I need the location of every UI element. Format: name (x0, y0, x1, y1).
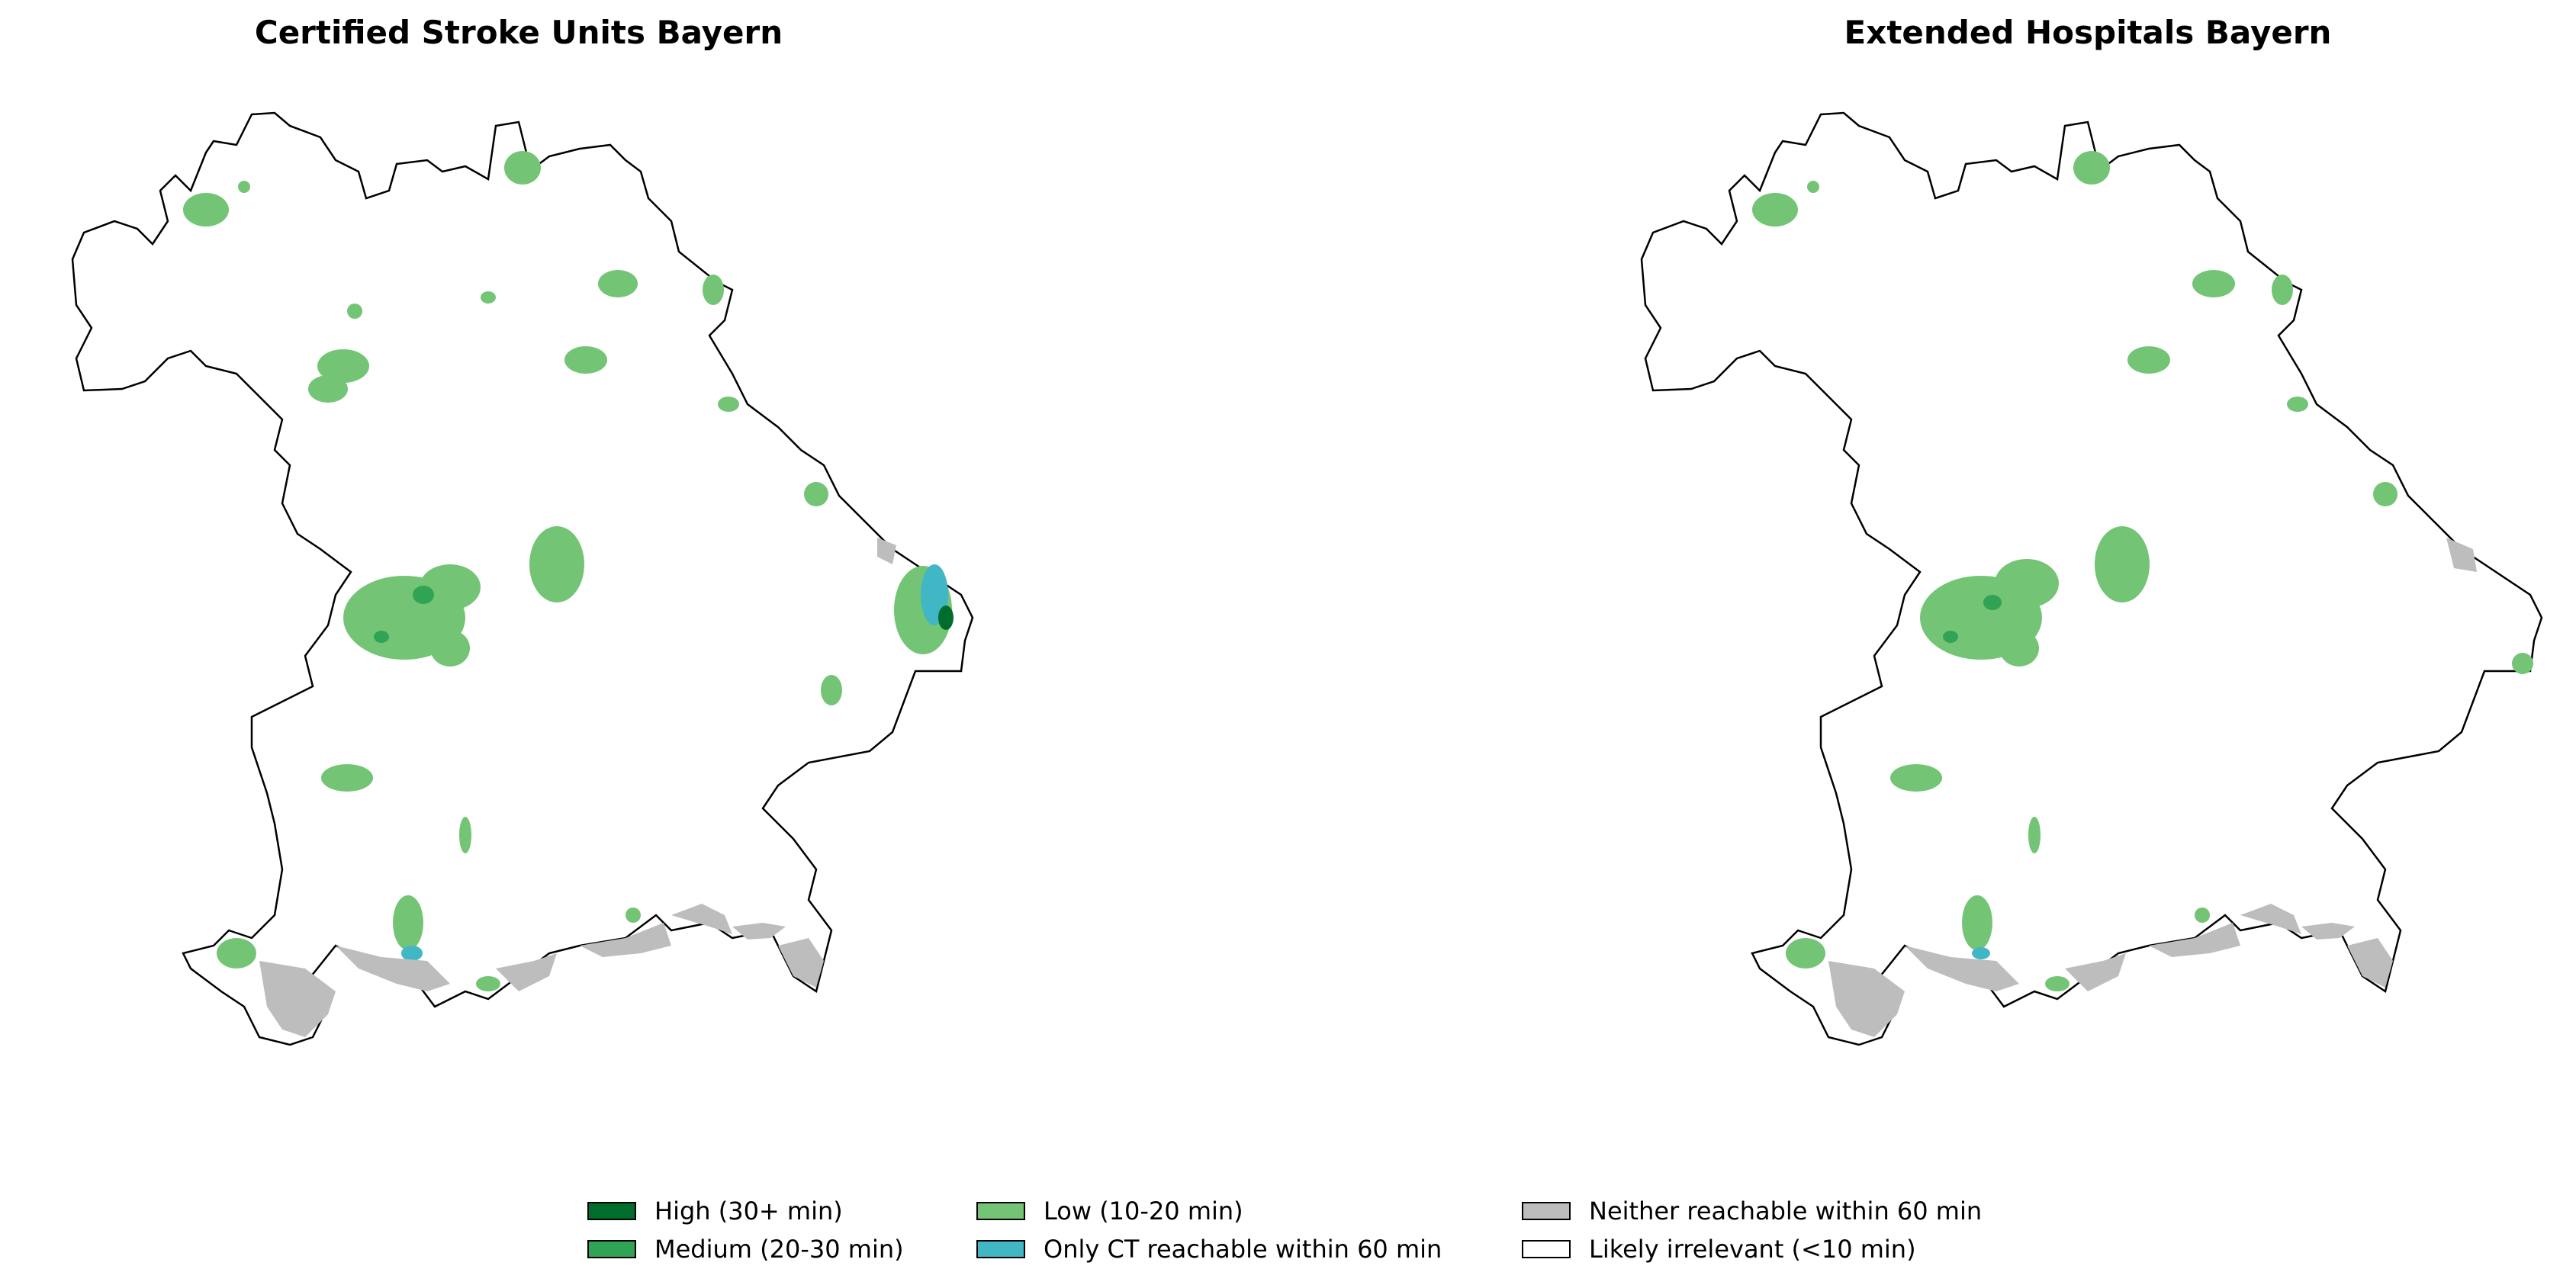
patch-low (2287, 397, 2308, 412)
patch-ct (401, 946, 423, 961)
legend-label-irrelevant: Likely irrelevant (<10 min) (1589, 1235, 1916, 1264)
legend-item-ct: Only CT reachable within 60 min (976, 1234, 1442, 1264)
patch-low (481, 291, 496, 304)
bavaria-outline-right (1640, 111, 2543, 1046)
patch-low (347, 304, 362, 319)
patch-high (938, 606, 954, 630)
patch-neither (336, 946, 450, 991)
legend-swatch-irrelevant (1522, 1240, 1571, 1258)
patch-low (1807, 181, 1819, 193)
patch-low (504, 151, 541, 185)
legend-label-ct: Only CT reachable within 60 min (1044, 1235, 1442, 1264)
legend: High (30+ min) Medium (20-30 min) Low (1… (587, 1196, 2037, 1272)
patch-low (476, 976, 500, 991)
patch-low (308, 375, 348, 403)
coverage-patches-right (1752, 151, 2533, 1037)
patch-low (238, 181, 250, 193)
patch-low (598, 270, 638, 297)
patch-low (2195, 908, 2210, 923)
patch-low (1752, 193, 1798, 226)
patch-neither (1828, 961, 1905, 1037)
patch-low (2127, 346, 2170, 374)
patch-low (317, 349, 369, 383)
legend-label-low: Low (10-20 min) (1044, 1197, 1243, 1226)
patch-neither (778, 938, 824, 988)
patch-neither (259, 961, 336, 1037)
patch-medium (1983, 595, 2002, 610)
patch-low (1995, 559, 2059, 608)
patch-low (393, 895, 423, 950)
patch-low (459, 817, 471, 853)
patch-low (217, 938, 256, 969)
patch-neither (2301, 923, 2355, 940)
patch-neither (496, 953, 557, 991)
patch-low (420, 564, 481, 610)
patch-neither (2149, 923, 2240, 957)
patch-low (2512, 653, 2533, 674)
patch-neither (732, 923, 786, 940)
map-left-certified-stroke-units (71, 111, 974, 1046)
legend-item-neither: Neither reachable within 60 min (1522, 1196, 1982, 1226)
patch-neither (2065, 953, 2126, 991)
legend-item-irrelevant: Likely irrelevant (<10 min) (1522, 1234, 1916, 1264)
patch-neither (2347, 938, 2393, 988)
patch-low (2095, 526, 2150, 602)
patch-low (2073, 151, 2110, 185)
patch-low (718, 397, 739, 412)
coverage-patches-left (183, 151, 954, 1037)
patch-neither (2240, 904, 2301, 934)
patch-neither (671, 904, 732, 934)
legend-label-medium: Medium (20-30 min) (654, 1235, 904, 1264)
legend-swatch-neither (1522, 1202, 1571, 1220)
patch-neither (877, 538, 896, 564)
patch-low (1962, 895, 1992, 950)
legend-label-high: High (30+ min) (654, 1197, 843, 1226)
patch-low (564, 346, 607, 374)
legend-swatch-ct (976, 1240, 1025, 1258)
patch-medium (374, 631, 389, 643)
panel-title-certified-stroke-units: Certified Stroke Units Bayern (254, 14, 783, 51)
legend-item-high: High (30+ min) (587, 1196, 843, 1226)
patch-low (183, 193, 229, 226)
legend-swatch-medium (587, 1240, 636, 1258)
patch-low (321, 764, 373, 792)
patch-low (430, 630, 470, 667)
legend-label-neither: Neither reachable within 60 min (1589, 1197, 1983, 1226)
patch-low (2045, 976, 2069, 991)
patch-low (1890, 764, 1942, 792)
legend-item-medium: Medium (20-30 min) (587, 1234, 904, 1264)
panel-title-extended-hospitals: Extended Hospitals Bayern (1844, 14, 2332, 51)
patch-low (2373, 482, 2398, 506)
bavaria-outline-left (71, 111, 974, 1046)
patch-neither (1905, 946, 2019, 991)
patch-low (804, 482, 828, 506)
legend-swatch-high (587, 1202, 636, 1220)
patch-low (2028, 817, 2041, 853)
patch-ct (1972, 947, 1990, 959)
patch-low (1999, 630, 2039, 667)
patch-low (1786, 938, 1825, 969)
patch-low (821, 675, 842, 705)
patch-low (2272, 275, 2293, 305)
map-right-extended-hospitals (1640, 111, 2543, 1046)
patch-low (2192, 270, 2235, 297)
patch-medium (1943, 631, 1958, 643)
patch-medium (413, 586, 434, 604)
patch-neither (580, 923, 671, 957)
legend-item-low: Low (10-20 min) (976, 1196, 1243, 1226)
patch-low (626, 908, 641, 923)
patch-low (529, 526, 584, 602)
legend-swatch-low (976, 1202, 1025, 1220)
patch-low (703, 275, 724, 305)
patch-neither (2446, 538, 2477, 572)
